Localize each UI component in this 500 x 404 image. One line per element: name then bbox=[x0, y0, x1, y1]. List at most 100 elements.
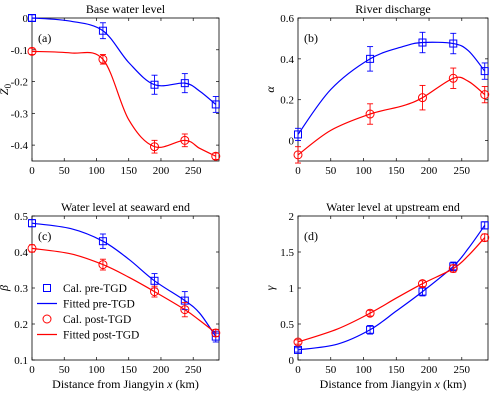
data-point-post bbox=[448, 264, 458, 274]
x-axis-label-part: (km) bbox=[440, 377, 466, 391]
y-axis-label: β bbox=[0, 285, 11, 292]
y-tick-label: 0.5 bbox=[280, 319, 294, 331]
data-point-post bbox=[27, 46, 37, 56]
fitted-curve-pre bbox=[31, 17, 217, 105]
data-point-post bbox=[98, 260, 108, 270]
panel-title: Water level at seaward end bbox=[61, 200, 190, 214]
panel-title: Base water level bbox=[86, 2, 166, 16]
x-axis-label: Distance from Jiangyin x (km) bbox=[52, 377, 199, 391]
x-tick-label: 0 bbox=[29, 165, 35, 177]
data-point-post bbox=[150, 287, 160, 297]
data-point-post bbox=[150, 142, 160, 152]
y-tick-label: 0.6 bbox=[280, 13, 294, 25]
panel-base-water-level: 0 50 100 150 200 250 0 -0.1 -0.2 -0.3 -0.4 Base wat… bbox=[0, 2, 221, 177]
data-point-post bbox=[365, 308, 375, 318]
data-point-post bbox=[27, 243, 37, 253]
data-point-pre bbox=[211, 100, 220, 109]
x-tick-label: 250 bbox=[185, 165, 202, 177]
x-tick-label: 150 bbox=[388, 165, 405, 177]
x-tick-label: 200 bbox=[421, 364, 438, 376]
data-point-post bbox=[180, 305, 190, 315]
data-point-pre bbox=[98, 237, 107, 246]
x-tick-label: 0 bbox=[29, 364, 35, 376]
y-tick-label: 0.4 bbox=[280, 54, 294, 66]
x-tick-label: 50 bbox=[59, 165, 71, 177]
x-axis-label-part: Distance from Jiangyin bbox=[52, 377, 167, 391]
x-tick-label: 250 bbox=[454, 165, 471, 177]
data-point-pre bbox=[28, 14, 36, 22]
x-tick-label: 200 bbox=[153, 364, 170, 376]
x-tick-label: 200 bbox=[421, 165, 438, 177]
y-tick-label: 0 bbox=[289, 136, 295, 148]
legend-label: Fitted pre-TGD bbox=[63, 299, 135, 311]
data-point-pre bbox=[28, 219, 36, 228]
data-point-pre bbox=[480, 221, 489, 230]
y-axis-label: γ bbox=[263, 285, 277, 290]
data-point-pre bbox=[180, 79, 189, 88]
x-tick-label: 250 bbox=[185, 364, 202, 376]
y-tick-label: 2 bbox=[289, 211, 295, 223]
legend-label: Cal. post-TGD bbox=[63, 314, 131, 326]
y-axis-label-main: Z bbox=[0, 88, 11, 95]
legend-marker-square bbox=[43, 284, 51, 292]
data-point-pre bbox=[150, 276, 159, 285]
data-point-post bbox=[211, 328, 221, 338]
y-tick-label: 0.5 bbox=[14, 211, 28, 223]
x-tick-label: 100 bbox=[355, 165, 372, 177]
y-tick-label: 1.5 bbox=[280, 247, 294, 259]
data-point-post bbox=[417, 279, 427, 289]
y-tick-label: 0 bbox=[23, 13, 29, 25]
x-axis-label-part: Distance from Jiangyin bbox=[320, 377, 435, 391]
x-axis-label-part: x bbox=[434, 377, 441, 391]
legend-label: Fitted post-TGD bbox=[63, 330, 139, 342]
y-tick-label: 0.1 bbox=[14, 355, 28, 367]
y-tick-label: -0.3 bbox=[11, 108, 29, 120]
data-point-post bbox=[293, 337, 303, 347]
y-axis-label: α bbox=[263, 86, 277, 93]
data-point-post bbox=[180, 135, 190, 145]
x-tick-label: 150 bbox=[120, 364, 137, 376]
x-axis-label-part: (km) bbox=[172, 377, 198, 391]
data-point-pre bbox=[449, 39, 458, 48]
panel-water-level-upstream-end: 0 50 100 150 200 250 0 0.5 1 1.5 2 Water level at u… bbox=[263, 200, 490, 391]
data-point-post bbox=[480, 233, 490, 243]
panel-title: River discharge bbox=[355, 2, 430, 16]
plot-frame bbox=[31, 17, 220, 162]
data-point-post bbox=[98, 54, 108, 64]
plot-frame bbox=[297, 17, 489, 162]
x-tick-label: 50 bbox=[325, 165, 337, 177]
x-tick-label: 100 bbox=[355, 364, 372, 376]
data-point-pre bbox=[294, 130, 302, 139]
data-point-pre bbox=[366, 54, 375, 63]
data-point-pre bbox=[480, 67, 489, 76]
fitted-curve-post bbox=[31, 247, 217, 334]
x-tick-label: 250 bbox=[454, 364, 471, 376]
x-axis-label-part: x bbox=[166, 377, 173, 391]
y-tick-label: 0.4 bbox=[14, 247, 28, 259]
x-tick-label: 0 bbox=[295, 165, 301, 177]
x-tick-label: 100 bbox=[88, 364, 105, 376]
data-point-post bbox=[293, 150, 303, 160]
fitted-curve-post bbox=[297, 76, 486, 156]
y-tick-label: 0.3 bbox=[14, 283, 28, 295]
data-point-post bbox=[480, 90, 490, 100]
panel-label: (b) bbox=[304, 31, 318, 45]
panel-water-level-seaward-end: 0 50 100 150 200 250 0.1 0.2 0.3 0.4 0.5 Water leve… bbox=[0, 200, 221, 391]
legend-marker-circle bbox=[42, 314, 52, 324]
data-point-pre bbox=[98, 26, 107, 35]
fitted-curve-pre bbox=[31, 222, 217, 337]
x-tick-label: 150 bbox=[388, 364, 405, 376]
fitted-curve-pre bbox=[297, 225, 486, 351]
y-axis-label: Z0 bbox=[0, 83, 13, 95]
y-tick-label: 0.2 bbox=[14, 319, 28, 331]
y-tick-label: -0.1 bbox=[11, 45, 28, 57]
panel-label: (a) bbox=[38, 31, 51, 45]
y-tick-label: 0 bbox=[289, 355, 295, 367]
panel-label: (d) bbox=[304, 229, 318, 243]
fitted-curve-pre bbox=[297, 41, 486, 135]
y-tick-label: 0.2 bbox=[280, 95, 294, 107]
legend-label: Cal. pre-TGD bbox=[63, 283, 127, 295]
y-tick-label: -0.4 bbox=[11, 140, 29, 152]
legend: Cal. pre-TGD Fitted pre-TGD Cal. post-TGD F… bbox=[37, 283, 139, 342]
